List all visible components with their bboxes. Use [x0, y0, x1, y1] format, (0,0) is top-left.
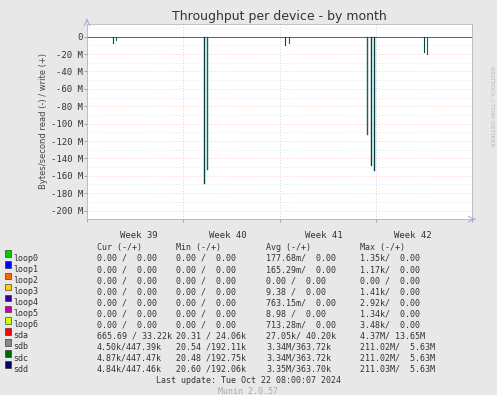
Text: loop6: loop6 [13, 320, 38, 329]
Text: 0.00 /  0.00: 0.00 / 0.00 [97, 309, 157, 318]
Text: 4.87k/447.47k: 4.87k/447.47k [97, 354, 162, 363]
Text: 20.31 / 24.06k: 20.31 / 24.06k [176, 331, 247, 340]
Text: 3.35M/363.70k: 3.35M/363.70k [266, 365, 331, 374]
Text: 0.00 /  0.00: 0.00 / 0.00 [97, 276, 157, 285]
Text: 9.38 /  0.00: 9.38 / 0.00 [266, 287, 326, 296]
Text: Avg (-/+): Avg (-/+) [266, 243, 311, 252]
Text: 1.34k/  0.00: 1.34k/ 0.00 [360, 309, 420, 318]
Text: loop2: loop2 [13, 276, 38, 285]
Text: Min (-/+): Min (-/+) [176, 243, 222, 252]
Text: 4.50k/447.39k: 4.50k/447.39k [97, 342, 162, 352]
Text: sdb: sdb [13, 342, 28, 352]
Text: 0.00 /  0.00: 0.00 / 0.00 [176, 265, 237, 274]
Text: 1.41k/  0.00: 1.41k/ 0.00 [360, 287, 420, 296]
Text: 20.60 /192.06k: 20.60 /192.06k [176, 365, 247, 374]
Text: loop4: loop4 [13, 298, 38, 307]
Title: Throughput per device - by month: Throughput per device - by month [172, 9, 387, 23]
Text: 1.17k/  0.00: 1.17k/ 0.00 [360, 265, 420, 274]
Text: 763.15m/  0.00: 763.15m/ 0.00 [266, 298, 336, 307]
Text: 665.69 / 33.22k: 665.69 / 33.22k [97, 331, 172, 340]
Text: loop0: loop0 [13, 254, 38, 263]
Text: RRDTOOL / TOBI OETIKER: RRDTOOL / TOBI OETIKER [490, 66, 495, 147]
Text: Week 39: Week 39 [120, 231, 158, 240]
Text: Week 41: Week 41 [305, 231, 342, 240]
Text: 0.00 /  0.00: 0.00 / 0.00 [97, 287, 157, 296]
Text: Munin 2.0.57: Munin 2.0.57 [219, 387, 278, 395]
Text: Last update: Tue Oct 22 08:00:07 2024: Last update: Tue Oct 22 08:00:07 2024 [156, 376, 341, 386]
Text: sda: sda [13, 331, 28, 340]
Text: Week 42: Week 42 [394, 231, 431, 240]
Text: 0.00 /  0.00: 0.00 / 0.00 [97, 298, 157, 307]
Text: 20.48 /192.75k: 20.48 /192.75k [176, 354, 247, 363]
Text: 27.05k/ 40.20k: 27.05k/ 40.20k [266, 331, 336, 340]
Text: 8.98 /  0.00: 8.98 / 0.00 [266, 309, 326, 318]
Text: 3.48k/  0.00: 3.48k/ 0.00 [360, 320, 420, 329]
Text: 0.00 /  0.00: 0.00 / 0.00 [97, 254, 157, 263]
Text: 3.34M/363.72k: 3.34M/363.72k [266, 342, 331, 352]
Text: 0.00 /  0.00: 0.00 / 0.00 [176, 254, 237, 263]
Text: 2.92k/  0.00: 2.92k/ 0.00 [360, 298, 420, 307]
Text: sdd: sdd [13, 365, 28, 374]
Text: loop1: loop1 [13, 265, 38, 274]
Text: 20.54 /192.11k: 20.54 /192.11k [176, 342, 247, 352]
Text: 211.03M/  5.63M: 211.03M/ 5.63M [360, 365, 435, 374]
Text: 0.00 /  0.00: 0.00 / 0.00 [266, 276, 326, 285]
Text: 0.00 /  0.00: 0.00 / 0.00 [360, 276, 420, 285]
Text: loop3: loop3 [13, 287, 38, 296]
Text: 0.00 /  0.00: 0.00 / 0.00 [97, 265, 157, 274]
Text: Cur (-/+): Cur (-/+) [97, 243, 142, 252]
Text: 211.02M/  5.63M: 211.02M/ 5.63M [360, 342, 435, 352]
Text: 0.00 /  0.00: 0.00 / 0.00 [176, 320, 237, 329]
Text: 1.35k/  0.00: 1.35k/ 0.00 [360, 254, 420, 263]
Text: 0.00 /  0.00: 0.00 / 0.00 [176, 309, 237, 318]
Text: 0.00 /  0.00: 0.00 / 0.00 [176, 287, 237, 296]
Text: Week 40: Week 40 [209, 231, 247, 240]
Text: 4.84k/447.46k: 4.84k/447.46k [97, 365, 162, 374]
Text: 0.00 /  0.00: 0.00 / 0.00 [176, 276, 237, 285]
Text: 3.34M/363.72k: 3.34M/363.72k [266, 354, 331, 363]
Y-axis label: Bytes/second read (-) / write (+): Bytes/second read (-) / write (+) [39, 53, 48, 190]
Text: 0.00 /  0.00: 0.00 / 0.00 [176, 298, 237, 307]
Text: 4.37M/ 13.65M: 4.37M/ 13.65M [360, 331, 425, 340]
Text: 211.02M/  5.63M: 211.02M/ 5.63M [360, 354, 435, 363]
Text: loop5: loop5 [13, 309, 38, 318]
Text: sdc: sdc [13, 354, 28, 363]
Text: 177.68m/  0.00: 177.68m/ 0.00 [266, 254, 336, 263]
Text: 0.00 /  0.00: 0.00 / 0.00 [97, 320, 157, 329]
Text: Max (-/+): Max (-/+) [360, 243, 406, 252]
Text: 165.29m/  0.00: 165.29m/ 0.00 [266, 265, 336, 274]
Text: 713.28m/  0.00: 713.28m/ 0.00 [266, 320, 336, 329]
